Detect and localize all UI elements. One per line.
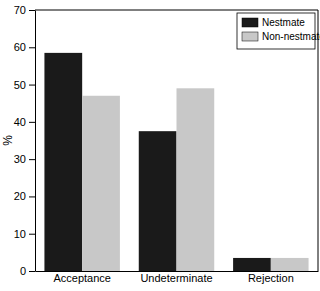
y-tick-mark <box>29 234 35 235</box>
bar <box>233 258 271 271</box>
y-axis-title: % <box>1 135 15 146</box>
legend-swatch <box>242 18 258 27</box>
y-axis-line <box>35 11 36 272</box>
legend: Nestmate Non-nestmate <box>237 13 320 49</box>
plot: 0 10 20 30 40 50 60 70 Acceptance Undeterminate Re… <box>14 4 320 284</box>
bars <box>44 53 308 271</box>
y-tick-mark <box>29 196 35 197</box>
x-tick: Undeterminate <box>140 271 212 284</box>
y-tick: 20 <box>14 190 35 202</box>
x-tick-label: Acceptance <box>53 272 110 284</box>
y-tick: 60 <box>14 41 35 53</box>
legend-entry: Non-nestmate <box>242 31 320 42</box>
frame <box>318 10 319 271</box>
y-tick-label: 70 <box>14 4 26 16</box>
bar <box>139 131 177 271</box>
y-tick: 0 <box>20 265 35 277</box>
frame <box>35 10 318 11</box>
x-tick-label: Undeterminate <box>140 272 212 284</box>
y-tick-mark <box>29 85 35 86</box>
chart: 0 10 20 30 40 50 60 70 Acceptance Undeterminate Re… <box>0 0 320 291</box>
y-tick-label: 60 <box>14 41 26 53</box>
y-tick-label: 20 <box>14 190 26 202</box>
x-tick: Rejection <box>248 271 294 284</box>
y-tick-mark <box>29 122 35 123</box>
y-tick: 40 <box>14 116 35 128</box>
y-tick: 50 <box>14 79 35 91</box>
legend-label: Non-nestmate <box>262 31 320 42</box>
x-tick: Acceptance <box>53 271 110 284</box>
y-tick-label: 10 <box>14 228 26 240</box>
y-tick-mark <box>29 47 35 48</box>
bar <box>271 258 309 271</box>
x-axis: Acceptance Undeterminate Rejection <box>36 271 319 284</box>
y-tick-label: 30 <box>14 153 26 165</box>
bar <box>44 53 82 271</box>
x-tick-label: Rejection <box>248 272 294 284</box>
y-tick: 10 <box>14 228 35 240</box>
y-tick-mark <box>29 159 35 160</box>
y-tick-label: 40 <box>14 116 26 128</box>
bar <box>82 96 120 271</box>
y-tick-mark <box>29 10 35 11</box>
y-tick-label: 0 <box>20 265 26 277</box>
y-tick-mark <box>29 271 35 272</box>
y-axis: 0 10 20 30 40 50 60 70 <box>14 4 36 277</box>
legend-entry: Nestmate <box>242 17 305 28</box>
legend-label: Nestmate <box>262 17 305 28</box>
y-tick-label: 50 <box>14 79 26 91</box>
legend-swatch <box>242 32 258 41</box>
y-tick: 70 <box>14 4 35 16</box>
bar <box>177 88 215 271</box>
y-tick: 30 <box>14 153 35 165</box>
